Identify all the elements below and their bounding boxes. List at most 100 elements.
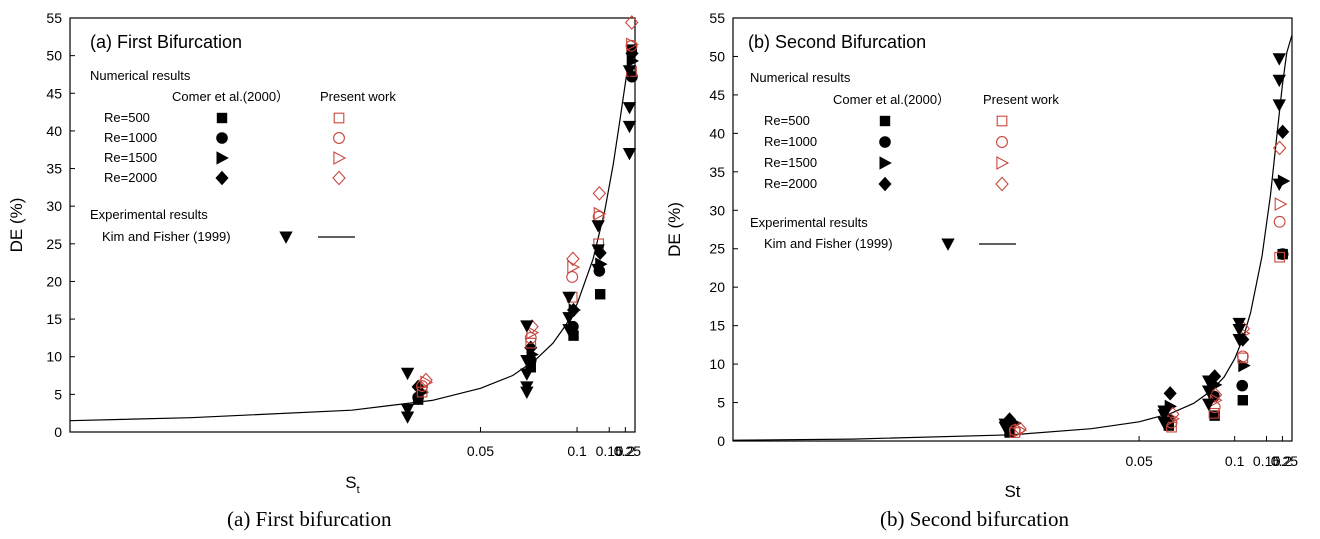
legend-column-comer: Comer et al.(2000） [833,92,950,107]
data-point [1208,387,1223,403]
y-tick-label: 55 [709,10,725,26]
y-tick-label: 20 [46,273,62,289]
series-triangle-right-open [420,37,639,390]
data-point [1157,405,1171,418]
y-tick-label: 30 [709,202,725,218]
plot-frame [732,17,1293,442]
figure-caption: (b) Second bifurcation [880,507,1069,531]
legend-marker-experimental [279,231,293,244]
data-point [1272,53,1286,66]
data-point [1163,386,1177,401]
x-axis-label: St [345,473,359,496]
series-triangle-right-filled [1009,174,1291,430]
y-tick-label: 55 [46,10,62,26]
data-point [566,270,579,283]
legend-marker-present [333,112,345,124]
legend-column-present: Present work [983,92,1059,107]
data-point [416,380,429,393]
data-point [1201,398,1216,411]
legend-column-present: Present work [320,89,396,104]
data-point [526,325,540,340]
legend-numerical-header: Numerical results [750,70,851,85]
data-point [594,289,606,300]
legend-numerical-header: Numerical results [90,68,191,83]
y-tick-label: 45 [46,85,62,101]
plot-frame [69,17,636,433]
x-tick-label: 0.25 [614,443,641,459]
y-axis: 0 5 10 15 20 25 30 35 40 45 50 55 [46,10,75,440]
data-point [520,381,534,394]
x-tick-label: 0.25 [1271,453,1298,469]
figure-caption: (a) First bifurcation [227,507,392,531]
legend-row-label: Re=1000 [104,130,157,145]
panel-first-bifurcation: 0 5 10 15 20 25 30 35 40 45 50 55 0.05 0.1 0.15 0.2 0.25… [7,10,641,531]
y-tick-label: 10 [709,356,725,372]
data-point [562,291,576,305]
x-tick-label: 0.15 [1253,453,1280,469]
data-point [1209,410,1220,421]
legend-marker-comer [879,115,891,127]
legend-marker-comer [216,112,228,124]
series-diamond-filled [1003,124,1290,427]
legend-marker-comer [216,151,229,165]
data-point [622,120,637,134]
y-tick-label: 50 [709,48,725,64]
data-point [400,403,415,417]
data-point [1236,350,1249,363]
legend-marker-present [332,170,346,186]
data-point [998,418,1012,431]
data-point [520,368,534,381]
y-axis-label: DE (%) [7,198,26,253]
data-point [1272,140,1287,156]
chart-first-bifurcation: 0 5 10 15 20 25 30 35 40 45 50 55 0.05 0.1 0.150.20.25… [7,10,641,496]
data-point [1236,379,1249,392]
legend-row-label: Re=1500 [764,155,817,170]
x-tick-label: 0.1 [567,443,587,459]
data-point [520,354,534,368]
data-point [1276,124,1290,140]
y-tick-label: 0 [54,424,62,440]
data-point [626,37,639,52]
x-axis: 0.05 0.1 0.150.20.25 [1125,436,1298,469]
data-point [1237,395,1248,406]
data-point [1274,251,1285,263]
series-diamond-open [1013,140,1287,437]
legend-exp-label: Kim and Fisher (1999) [102,229,231,244]
chart-second-bifurcation: 0 5 10 15 20 25 30 35 40 45 50 55 0.05 0.1 0.150.20.25… [665,10,1298,501]
y-tick-label: 5 [54,386,62,402]
x-axis-label-subscript: t [357,484,360,496]
x-axis-label: St [1004,482,1020,501]
legend: Numerical results Comer et al.(2000） Prese… [750,70,1059,251]
series-square-filled [412,44,637,405]
data-point [400,367,415,381]
fit-curve-kim-fisher [732,34,1293,441]
legend-marker-comer [215,170,229,186]
data-point [1232,317,1246,331]
x-tick-label: 0.1 [1225,453,1245,469]
legend-marker-present [333,151,347,165]
legend-marker-comer [878,176,892,192]
data-point [622,147,637,161]
legend-row-label: Re=500 [764,113,810,128]
y-tick-label: 5 [717,395,725,411]
data-point [520,320,534,333]
legend-row-label: Re=2000 [764,176,817,191]
data-point [525,337,537,349]
legend-experimental-header: Experimental results [750,215,868,230]
data-point [1013,421,1027,437]
fit-curve-kim-fisher [69,68,629,422]
y-tick-label: 15 [709,318,725,334]
x-tick-label: 0.15 [596,443,623,459]
y-tick-label: 40 [709,125,725,141]
y-axis-label: DE (%) [665,202,684,257]
data-point [1273,215,1286,228]
data-point [420,375,434,390]
data-point [591,244,605,257]
series-triangle-down-filled [998,53,1286,434]
y-tick-label: 20 [709,279,725,295]
x-tick-label: 0.2 [1273,453,1293,469]
data-point [562,312,576,325]
legend-row-label: Re=500 [104,110,150,125]
data-point [567,260,581,275]
data-point [1276,248,1289,260]
